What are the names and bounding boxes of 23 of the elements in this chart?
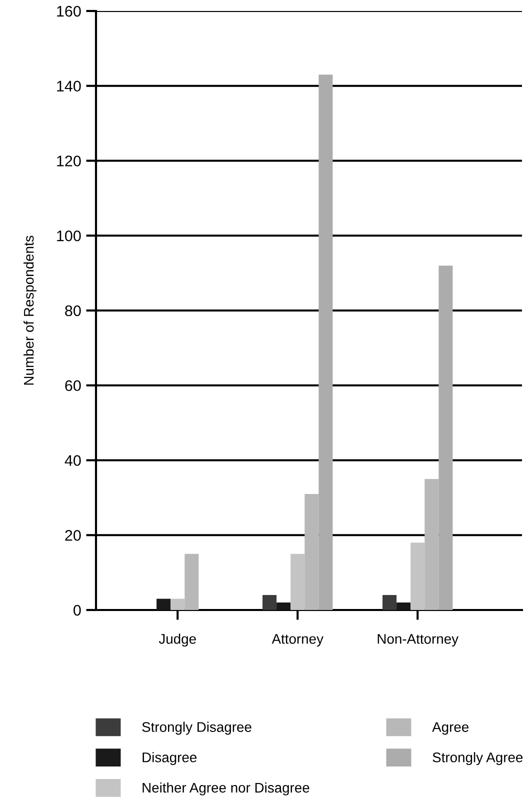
legend-label: Disagree [142, 752, 197, 766]
y-tick-label: 80 [65, 305, 81, 316]
legend-label: Strongly Agree [432, 752, 523, 766]
y-axis-title: Number of Respondents [24, 236, 36, 385]
y-tick-label: 140 [57, 80, 81, 92]
bar [396, 602, 411, 610]
x-tick-label: Attorney [272, 634, 324, 647]
x-tick-label: Non-Attorney [378, 634, 458, 647]
legend-label: Neither Agree nor Disagree [142, 782, 310, 796]
y-tick-label: 100 [57, 230, 81, 242]
legend-label: Strongly Disagree [142, 722, 252, 735]
x-tick-label: Judge [158, 634, 196, 647]
bar [156, 598, 171, 610]
legend-label: Agree [432, 722, 469, 735]
y-tick-label: 40 [64, 455, 81, 466]
bar [262, 595, 277, 610]
y-tick-label: 20 [65, 530, 81, 541]
bar [276, 602, 291, 610]
y-tick-label: 60 [65, 380, 81, 392]
bar [382, 595, 397, 610]
y-tick-label: 120 [57, 156, 81, 166]
y-tick-label: 0 [74, 604, 81, 616]
y-tick-label: 160 [57, 6, 81, 17]
